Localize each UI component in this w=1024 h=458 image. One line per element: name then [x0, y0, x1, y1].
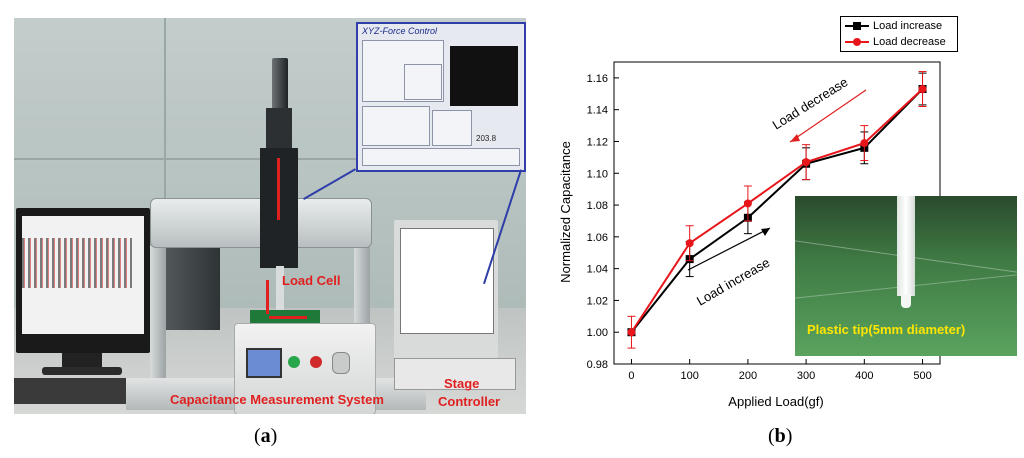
legend-swatch-increase [845, 22, 869, 30]
right-monitor-screen [400, 228, 494, 334]
monitor-base [42, 367, 122, 375]
right-monitor [394, 220, 498, 358]
load-cell-label: Load Cell [282, 273, 341, 288]
monitor-stand [62, 353, 102, 367]
capacitance-system-label: Capacitance Measurement System [170, 392, 384, 407]
y-tick-label: 0.98 [587, 359, 608, 371]
xy-control-box [404, 64, 442, 100]
data-point [860, 139, 869, 148]
increase-arrow [687, 227, 771, 271]
y-tick-label: 1.00 [587, 327, 608, 339]
software-screenshot-inset: XYZ-Force Control 203.8 [356, 22, 526, 172]
y-tick-label: 1.02 [587, 295, 608, 307]
data-point [627, 328, 636, 337]
y-tick-label: 1.12 [587, 136, 608, 148]
y-tick-label: 1.16 [587, 73, 608, 85]
wall-seam [164, 18, 166, 308]
x-tick-label: 100 [680, 370, 698, 382]
decrease-arrowhead [790, 134, 800, 142]
x-tick-label: 300 [797, 370, 815, 382]
stage-controller-unit [394, 358, 516, 390]
setup-bar [362, 148, 520, 166]
meter-red-button [310, 356, 322, 368]
controller-label: Controller [438, 394, 501, 409]
x-axis-label: Applied Load(gf) [728, 394, 823, 409]
x-tick-label: 0 [628, 370, 634, 382]
x-tick-label: 200 [739, 370, 757, 382]
plastic-tip-photo: Plastic tip(5mm diameter) [795, 196, 1017, 356]
legend-label-decrease: Load decrease [873, 36, 946, 48]
x-tick-label: 500 [913, 370, 931, 382]
x-motion-arrow [269, 316, 307, 319]
data-point [918, 85, 927, 94]
chart-series [627, 71, 927, 349]
meter-green-button [288, 356, 300, 368]
y-tick-label: 1.14 [587, 105, 608, 117]
load-cell-probe [276, 266, 284, 310]
series-line [630, 88, 924, 333]
data-point [685, 239, 694, 248]
y-tick-label: 1.08 [587, 200, 608, 212]
stage-label: Stage [444, 376, 480, 391]
z-control-box [432, 110, 472, 146]
y-axis-label: Normalized Capacitance [558, 141, 573, 283]
series-line [630, 88, 924, 333]
left-monitor [16, 208, 150, 353]
setup-photo: XYZ-Force Control 203.8 Load Cell Capaci… [14, 18, 526, 414]
increase-label: Load increase [694, 255, 772, 309]
y-tick-label: 1.06 [587, 232, 608, 244]
gantry-leg-left [150, 246, 166, 396]
legend-item-increase: Load increase [845, 19, 942, 33]
plastic-tip [897, 196, 915, 296]
caption-a: (a) [254, 425, 278, 447]
force-readout: 203.8 [476, 134, 497, 143]
caption-b: (b) [768, 425, 793, 447]
plastic-tip-end [901, 294, 911, 308]
decrease-arrow [789, 89, 867, 143]
data-point [802, 158, 811, 167]
z-motion-arrow [277, 158, 280, 220]
chart-legend: Load increase Load decrease [840, 16, 958, 52]
y-tick-label: 1.04 [587, 264, 608, 276]
legend-item-decrease: Load decrease [845, 35, 946, 49]
series-load-decrease [627, 71, 927, 349]
load-decrease-annotation: Load decrease [770, 74, 867, 143]
load-increase-annotation: Load increase [687, 227, 772, 309]
z-motor [272, 58, 288, 110]
inset-title: XYZ-Force Control [362, 26, 438, 36]
meter-display [246, 348, 282, 378]
increase-arrowhead [761, 228, 770, 236]
decrease-label: Load decrease [770, 74, 851, 132]
legend-label-increase: Load increase [873, 20, 943, 32]
z-axis-upper [266, 108, 292, 152]
plastic-tip-label: Plastic tip(5mm diameter) [807, 322, 966, 337]
x-tick-label: 400 [855, 370, 873, 382]
y-tick-label: 1.10 [587, 168, 608, 180]
jog-control-box [362, 106, 430, 146]
chart-ticks: 0 100 200 300 400 500 0.98 1.00 1.02 1.04 1.06 1.08… [587, 73, 932, 382]
meter-knob [332, 352, 350, 374]
data-point [743, 199, 752, 208]
legend-swatch-decrease [845, 38, 869, 46]
y-motion-arrow [266, 280, 269, 314]
force-graph [450, 46, 518, 106]
waveform-display [22, 238, 132, 288]
